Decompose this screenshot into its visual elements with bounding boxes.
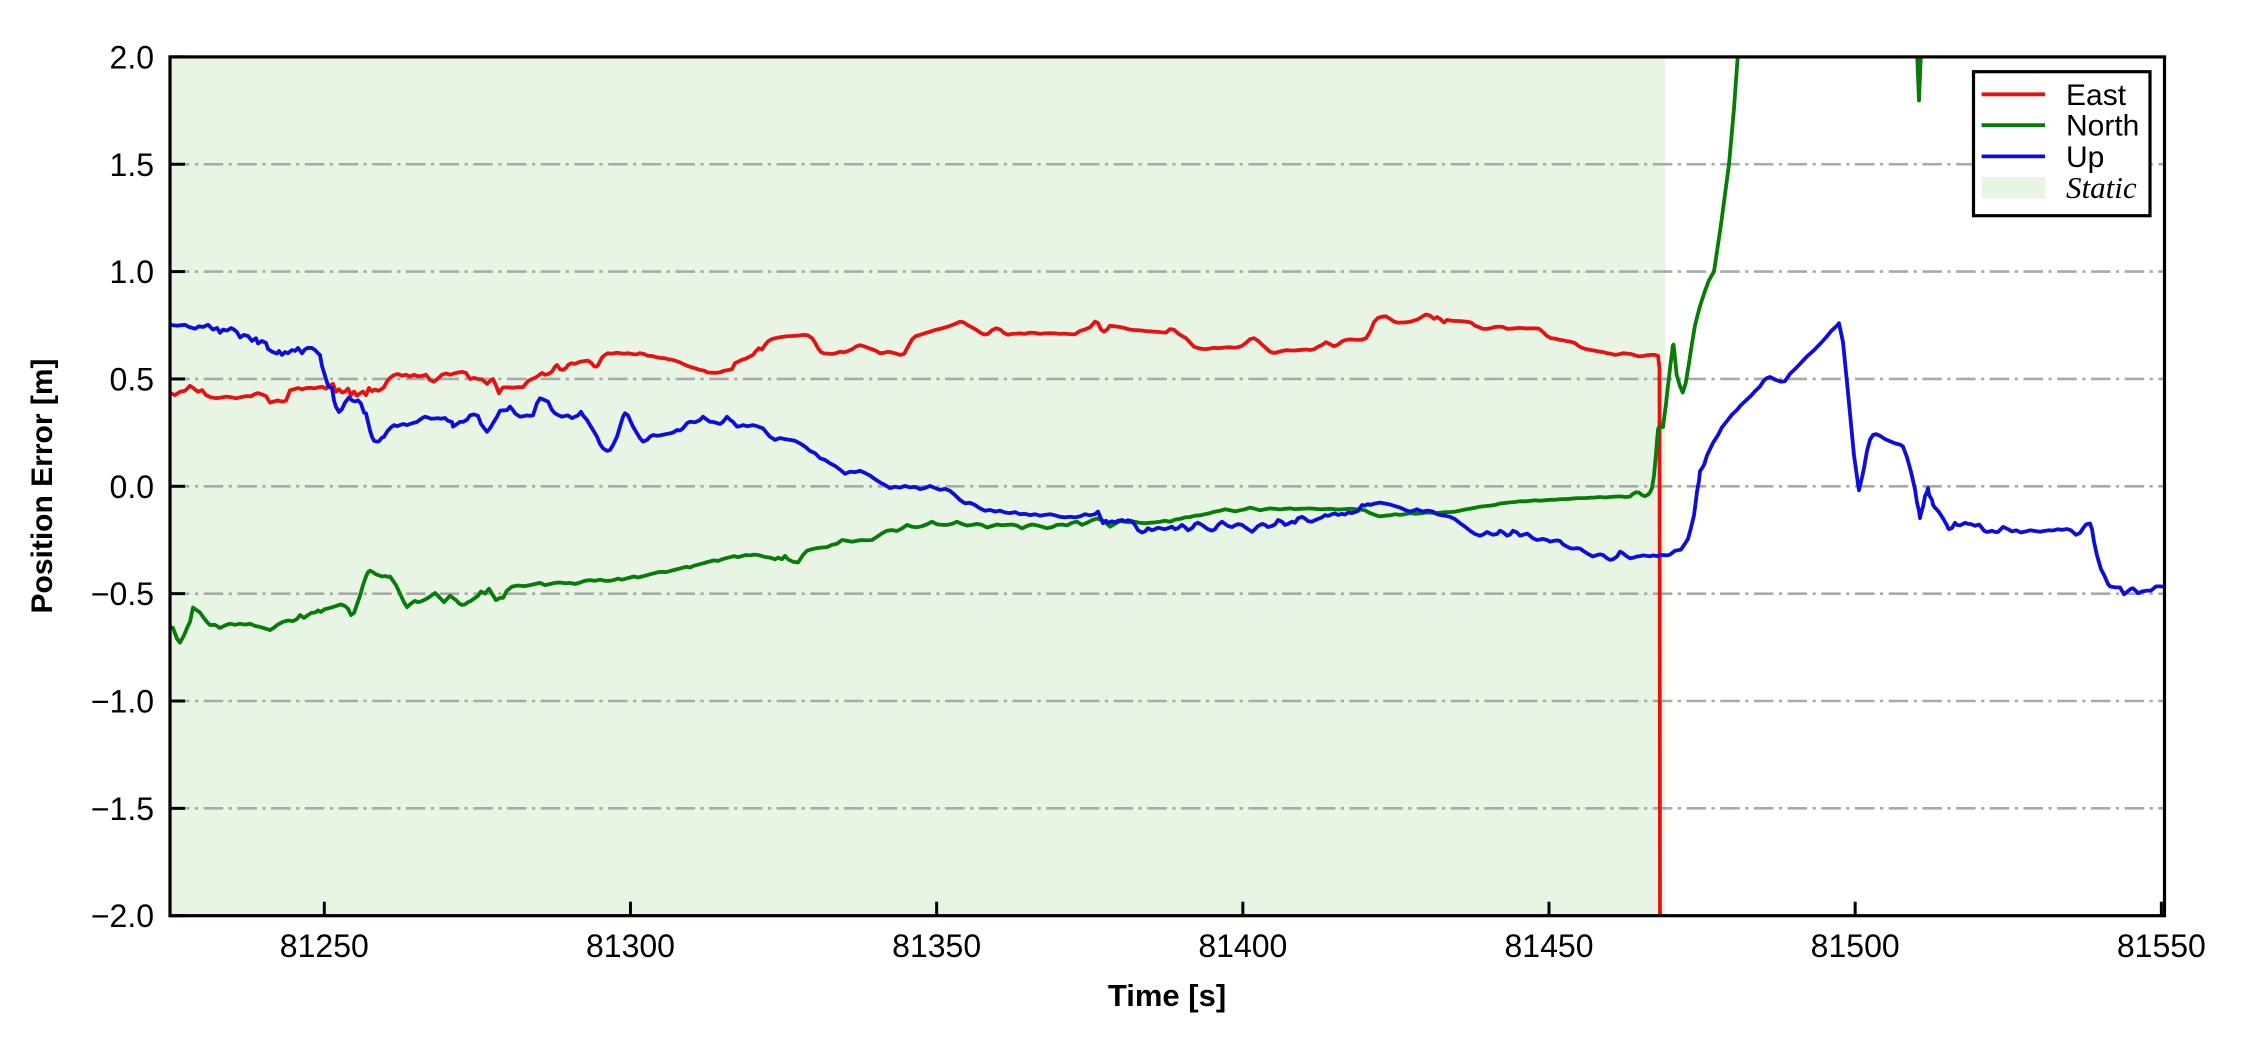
- svg-text:81300: 81300: [586, 928, 675, 964]
- svg-text:Position Error [m]: Position Error [m]: [26, 358, 59, 613]
- svg-text:2.0: 2.0: [110, 39, 154, 75]
- svg-text:1.0: 1.0: [110, 254, 154, 290]
- svg-text:North: North: [2066, 110, 2139, 143]
- svg-text:East: East: [2066, 79, 2127, 112]
- svg-text:81550: 81550: [2117, 928, 2206, 964]
- svg-text:−2.0: −2.0: [91, 898, 154, 934]
- svg-text:0.0: 0.0: [110, 469, 154, 505]
- svg-text:81500: 81500: [1811, 928, 1900, 964]
- svg-text:1.5: 1.5: [110, 147, 154, 183]
- svg-text:−0.5: −0.5: [91, 576, 154, 612]
- svg-text:Up: Up: [2066, 141, 2104, 174]
- svg-text:81250: 81250: [280, 928, 369, 964]
- svg-text:81450: 81450: [1505, 928, 1594, 964]
- svg-text:Static: Static: [2066, 170, 2137, 205]
- svg-text:0.5: 0.5: [110, 361, 154, 397]
- svg-text:Time [s]: Time [s]: [1108, 978, 1226, 1013]
- svg-text:81350: 81350: [892, 928, 981, 964]
- svg-text:−1.0: −1.0: [91, 684, 154, 720]
- svg-text:81400: 81400: [1198, 928, 1287, 964]
- svg-text:−1.5: −1.5: [91, 791, 154, 827]
